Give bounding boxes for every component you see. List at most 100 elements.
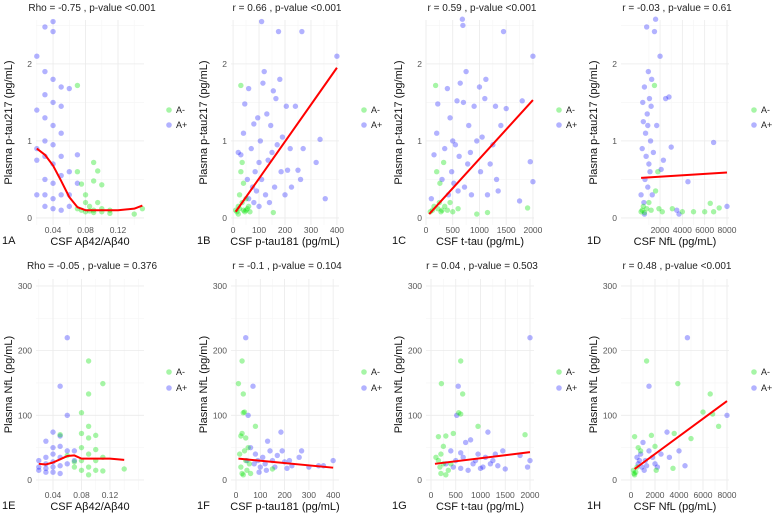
data-point-a-pos: [724, 412, 730, 419]
data-point-a-pos: [448, 448, 454, 454]
panel-title: Rho = -0.75 , p-value <0.001: [28, 3, 156, 14]
data-point-a-pos: [240, 130, 247, 136]
data-point-a-neg: [78, 410, 85, 416]
y-tick-label: 200: [18, 346, 32, 356]
data-point-a-neg: [82, 192, 89, 198]
data-point-a-pos: [495, 463, 501, 469]
data-point-a-pos: [296, 454, 302, 461]
data-point-a-neg: [85, 472, 92, 478]
data-point-a-neg: [139, 205, 146, 212]
data-point-a-pos: [463, 68, 469, 75]
data-point-a-pos: [460, 22, 466, 29]
data-point-a-neg: [701, 209, 708, 215]
data-point-a-pos: [42, 192, 48, 198]
x-axis-label: CSF p-tau181 (pg/mL): [230, 236, 339, 248]
data-point-a-pos: [42, 68, 48, 75]
data-point-a-neg: [244, 467, 250, 473]
data-point-a-pos: [676, 211, 682, 217]
data-point-a-pos: [250, 383, 256, 389]
data-point-a-pos: [272, 464, 278, 470]
data-point-a-pos: [262, 192, 269, 198]
x-tick-label: 100: [253, 490, 267, 500]
x-axis-label: CSF p-tau181 (pg/mL): [230, 501, 339, 513]
data-point-a-pos: [256, 469, 262, 475]
data-point-a-pos: [649, 192, 655, 198]
data-point-a-neg: [74, 169, 81, 175]
data-point-a-pos: [638, 192, 644, 198]
legend-marker-a-pos: [751, 122, 757, 128]
y-tick-label: 100: [603, 410, 617, 420]
y-tick-label: 2: [27, 59, 32, 69]
data-point-a-pos: [245, 85, 252, 92]
data-point-a-pos: [500, 28, 507, 35]
data-point-a-pos: [483, 76, 489, 82]
data-point-a-pos: [676, 448, 682, 454]
data-point-a-pos: [286, 457, 293, 464]
panel-title: r = 0.66 , p-value <0.001: [233, 3, 342, 14]
data-point-a-neg: [457, 411, 464, 417]
data-point-a-neg: [239, 470, 245, 477]
panel-title: r = -0.03 , p-value = 0.61: [622, 3, 732, 14]
data-point-a-neg: [655, 169, 661, 175]
data-point-a-neg: [241, 448, 248, 454]
data-point-a-pos: [666, 454, 673, 461]
data-point-a-pos: [36, 464, 42, 470]
data-point-a-pos: [256, 203, 262, 210]
data-point-a-pos: [476, 84, 483, 90]
data-point-a-pos: [274, 142, 280, 148]
data-point-a-pos: [279, 448, 285, 454]
fit-line: [428, 99, 534, 215]
data-point-a-pos: [42, 24, 48, 30]
data-point-a-pos: [260, 454, 266, 461]
data-point-a-neg: [437, 464, 443, 470]
panel-1a: 0.04 0.08 0.12 0 1 2 Rho = -0.75 , p-value <0.…: [2, 3, 187, 248]
data-point-a-pos: [652, 461, 658, 467]
fit-line: [641, 171, 728, 179]
data-point-a-pos: [292, 103, 299, 109]
data-point-a-pos: [271, 184, 278, 190]
data-point-a-pos: [42, 138, 48, 144]
data-point-a-neg: [100, 380, 106, 387]
data-point-a-pos: [317, 136, 323, 143]
data-point-a-neg: [240, 391, 246, 397]
data-point-a-neg: [447, 199, 453, 206]
data-point-a-pos: [266, 199, 273, 206]
data-point-a-neg: [90, 178, 97, 184]
data-point-a-pos: [263, 467, 270, 473]
data-point-a-neg: [85, 391, 92, 397]
panel-1b: 0 100 200 300 400 0 1 2 r = 0.66 , p-value <0.00…: [197, 3, 382, 248]
x-tick-label: 1500: [496, 490, 515, 500]
y-tick-label: 200: [213, 346, 227, 356]
data-point-a-pos: [668, 144, 674, 150]
data-point-a-pos: [43, 465, 49, 472]
data-point-a-pos: [50, 180, 56, 186]
data-point-a-neg: [438, 380, 445, 387]
data-point-a-pos: [516, 198, 523, 204]
data-point-a-neg: [85, 358, 92, 364]
data-point-a-pos: [273, 95, 279, 102]
panel-label: 1C: [392, 235, 406, 247]
data-point-a-neg: [82, 199, 89, 206]
data-point-a-pos: [527, 457, 533, 464]
y-tick-label: 1: [222, 136, 227, 146]
x-tick-label: 400: [330, 225, 344, 235]
data-point-a-pos: [50, 28, 56, 35]
data-point-a-pos: [299, 28, 305, 35]
data-point-a-neg: [243, 207, 249, 213]
data-point-a-pos: [58, 207, 64, 213]
data-point-a-pos: [448, 169, 455, 175]
data-point-a-pos: [265, 157, 271, 163]
data-point-a-neg: [669, 205, 676, 212]
data-point-a-pos: [647, 169, 653, 175]
data-point-a-pos: [57, 470, 63, 477]
y-tick-label: 300: [18, 281, 32, 291]
data-point-a-neg: [236, 192, 243, 198]
x-tick-label: 0.04: [45, 225, 62, 235]
data-point-a-pos: [455, 188, 461, 194]
data-point-a-pos: [454, 412, 460, 419]
data-point-a-neg: [455, 205, 461, 212]
data-point-a-pos: [645, 122, 651, 129]
data-point-a-pos: [461, 184, 468, 190]
y-axis-label: Plasma p-tau217 (pg/mL): [198, 60, 210, 184]
